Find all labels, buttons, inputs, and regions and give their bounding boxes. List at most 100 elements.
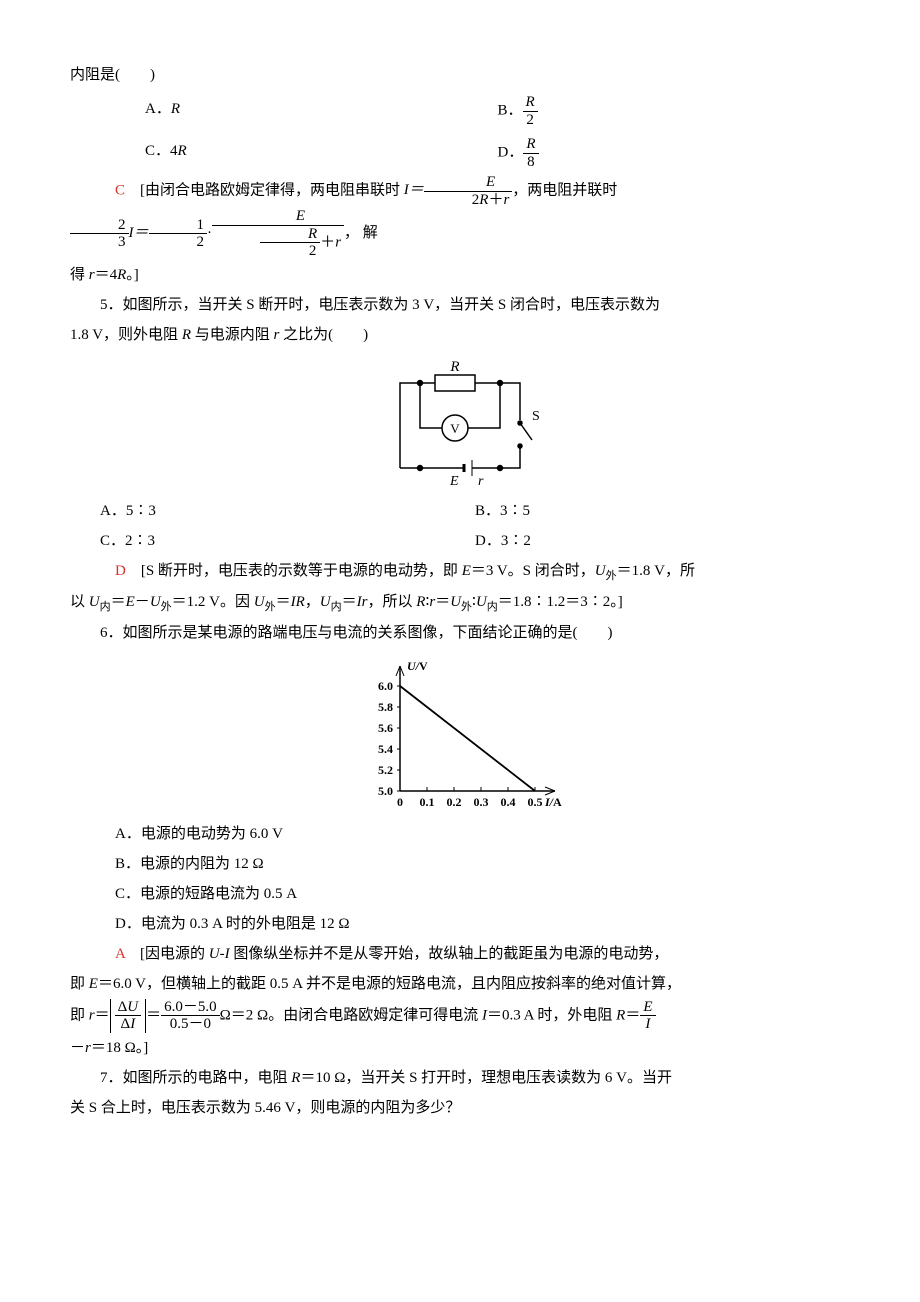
q6-abs-num: ΔU [115, 999, 142, 1016]
q5-S-label: S [532, 409, 540, 424]
svg-text:6.0: 6.0 [378, 679, 393, 693]
page: 内阻是( ) A．R B．R2 C．4R D．R8 C [由闭合电路欧姆定律得，… [0, 0, 920, 1183]
q6-opt-C: C．电源的短路电流为 0.5 A [115, 879, 850, 909]
q4-eq2c-dn: R [260, 226, 320, 243]
q5-options-row2: C．2∶3 D．3∶2 [100, 526, 850, 556]
q6-f1-d: 0.5－0 [161, 1015, 220, 1033]
q5-circuit-svg: R V S E r [360, 358, 560, 488]
q4-eq1-lhs: I＝ [404, 182, 424, 198]
q5-ans-2: 以 U内＝E－U外＝1.2 V。因 U外＝IR，U内＝Ir，所以 R∶r＝U外∶… [70, 587, 850, 618]
q4-eq2c: ER2＋r [212, 208, 344, 260]
q4-ans-mid: ，两电阻并联时 [512, 182, 617, 198]
q5-opt-A: A．5∶3 [100, 496, 475, 526]
q4-answer: C [由闭合电路欧姆定律得，两电阻串联时 I＝E2R＋r，两电阻并联时 23I＝… [70, 174, 850, 260]
q5-options-row1: A．5∶3 B．3∶5 [100, 496, 850, 526]
q6-answer: A [因电源的 U-I 图像纵坐标并不是从零开始，故纵轴上的截距虽为电源的电动势… [70, 939, 850, 969]
q6-chart: U/V I/A 5.0 5.2 5.4 5.6 5.8 6.0 0 0.1 [70, 656, 850, 811]
svg-text:0.3: 0.3 [474, 795, 489, 809]
q4-options-row2: C．4R D．R8 [145, 132, 850, 174]
q4-B-den: 2 [523, 111, 538, 129]
q4-eq1: I＝E2R＋r [404, 182, 513, 198]
q4-D-label: D． [498, 144, 524, 160]
q4-eq2b-d: 2 [149, 233, 208, 251]
q6-abs: ΔUΔI [110, 999, 147, 1033]
q5-opt-B: B．3∶5 [475, 496, 850, 526]
q6-frac2: EI [640, 999, 655, 1033]
q6-opt-A: A．电源的电动势为 6.0 V [115, 819, 850, 849]
q4-B-num: R [523, 94, 538, 111]
q4-options-row1: A．R B．R2 [145, 90, 850, 132]
svg-text:5.8: 5.8 [378, 700, 393, 714]
q4-eq1-den: 2R＋r [424, 191, 513, 209]
q4-eq2c-d: R2＋r [212, 225, 344, 260]
q4-stem: 内阻是( ) [70, 60, 850, 90]
svg-text:5.6: 5.6 [378, 721, 393, 735]
q4-eq2: 23I＝12·ER2＋r [70, 225, 344, 241]
q4-eq1-frac: E2R＋r [424, 174, 513, 208]
q6-ans-p1: [因电源的 U-I 图像纵坐标并不是从零开始，故纵轴上的截距虽为电源的电动势， [125, 946, 668, 962]
q6-opt-B: B．电源的内阻为 12 Ω [115, 849, 850, 879]
q6-chart-svg: U/V I/A 5.0 5.2 5.4 5.6 5.8 6.0 0 0.1 [345, 656, 575, 811]
q5-ans-letter: D [115, 563, 126, 579]
q4-eq2a-n: 2 [70, 217, 129, 234]
q6-xlabel: I/A [544, 795, 562, 809]
q4-eq2a-after: I＝ [129, 225, 149, 241]
q6-p3-post: Ω＝2 Ω。由闭合电路欧姆定律可得电流 I＝0.3 A 时，外电阻 R＝ [220, 1007, 641, 1023]
q4-opt-C: C．4R [145, 136, 498, 170]
q4-eq2b: 12 [149, 217, 208, 251]
q4-opt-A: A．R [145, 94, 498, 128]
q4-B-frac: R2 [523, 94, 538, 128]
q4-D-num: R [523, 136, 538, 153]
q4-eq2a-d: 3 [70, 233, 129, 251]
q4-ans-letter: C [115, 182, 125, 198]
svg-text:5.2: 5.2 [378, 763, 393, 777]
q5-answer: D [S 断开时，电压表的示数等于电源的电动势，即 E＝3 V。S 闭合时，U外… [70, 556, 850, 587]
q5-r-label: r [478, 474, 484, 488]
q4-opt-D: D．R8 [498, 136, 851, 170]
svg-text:0.5: 0.5 [528, 795, 543, 809]
q4-C-label: C． [145, 143, 170, 159]
q6-f1-n: 6.0－5.0 [161, 999, 220, 1016]
q4-D-frac: R8 [523, 136, 538, 170]
q5-opt-D: D．3∶2 [475, 526, 850, 556]
q6-eq-mid: ＝ [146, 1007, 161, 1023]
svg-text:0: 0 [397, 795, 403, 809]
q6-opt-D: D．电流为 0.3 A 时的外电阻是 12 Ω [115, 909, 850, 939]
q4-eq1-num: E [424, 174, 513, 191]
q4-ans-post: ， 解 [344, 225, 378, 241]
q5-V-label: V [450, 421, 460, 436]
q5-stem1: 5．如图所示，当开关 S 断开时，电压表示数为 3 V，当开关 S 闭合时，电压… [70, 290, 850, 320]
q4-A-val: R [171, 101, 180, 117]
svg-text:0.2: 0.2 [447, 795, 462, 809]
q4-eq2c-tail: ＋r [320, 234, 341, 250]
q6-abs-den: ΔI [115, 1015, 142, 1033]
q4-ans-line2: 得 r＝4R。] [70, 260, 850, 290]
q4-eq2c-n: E [212, 208, 344, 225]
q4-ans-pre: [由闭合电路欧姆定律得，两电阻串联时 [125, 182, 404, 198]
q4-B-label: B． [498, 102, 523, 118]
q5-ans-1: [S 断开时，电压表的示数等于电源的电动势，即 E＝3 V。S 闭合时，U外＝1… [126, 563, 695, 579]
q6-data-line [400, 686, 535, 791]
svg-text:0.1: 0.1 [420, 795, 435, 809]
svg-text:5.4: 5.4 [378, 742, 393, 756]
q6-ans-p2: 即 E＝6.0 V，但横轴上的截距 0.5 A 并不是电源的短路电流，且内阻应按… [70, 969, 850, 999]
svg-text:5.0: 5.0 [378, 784, 393, 798]
q4-eq2c-inner: R2 [260, 226, 320, 260]
q7-stem2: 关 S 合上时，电压表示数为 5.46 V，则电源的内阻为多少？ [70, 1093, 850, 1123]
q6-frac1: 6.0－5.00.5－0 [161, 999, 220, 1033]
q6-f2-n: E [640, 999, 655, 1016]
q6-ans-letter: A [115, 946, 125, 962]
q4-eq2a: 23 [70, 217, 129, 251]
q6-stem: 6．如图所示是某电源的路端电压与电流的关系图像，下面结论正确的是( ) [70, 618, 850, 648]
q5-opt-C: C．2∶3 [100, 526, 475, 556]
q5-circuit: R V S E r [70, 358, 850, 488]
q4-A-label: A． [145, 101, 171, 117]
q4-opt-B: B．R2 [498, 94, 851, 128]
q4-C-val: 4R [170, 143, 187, 159]
q4-D-den: 8 [523, 153, 538, 171]
q4-eq2c-dd: 2 [260, 242, 320, 260]
q5-E-label: E [449, 474, 459, 488]
q5-stem2: 1.8 V，则外电阻 R 与电源内阻 r 之比为( ) [70, 320, 850, 350]
q6-ylabel: U/V [407, 659, 428, 673]
q4-eq2b-n: 1 [149, 217, 208, 234]
